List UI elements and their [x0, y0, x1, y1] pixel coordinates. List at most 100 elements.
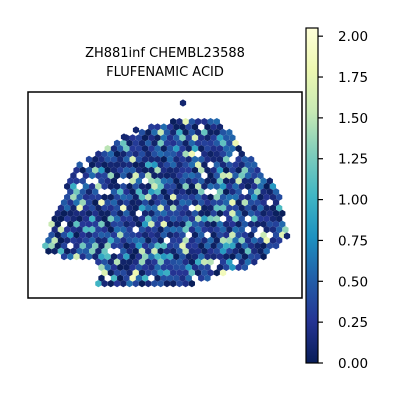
- hexbin-cell: [210, 220, 217, 228]
- hexbin-cell: [207, 247, 214, 255]
- hexbin-cell: [179, 134, 186, 142]
- hexbin-cell: [154, 274, 161, 282]
- hexbin-cell: [129, 231, 136, 239]
- hexbin-cell: [123, 274, 130, 282]
- hexbin-cell: [113, 215, 121, 223]
- hexbin-cell: [219, 258, 227, 266]
- hexbin-cell: [198, 155, 205, 163]
- hexbin-cell: [263, 193, 270, 201]
- hexbin-cell: [120, 133, 128, 141]
- hexbin-cell: [145, 193, 152, 201]
- hexbin-cell: [70, 172, 77, 180]
- hexbin-cell: [95, 280, 102, 288]
- hexbin-cell: [145, 269, 152, 277]
- hexbin-cell: [173, 199, 180, 207]
- hexbin-cell: [73, 166, 80, 174]
- hexbin-cell: [60, 253, 68, 261]
- hexbin-cell: [132, 126, 140, 134]
- hexbin-cell: [160, 274, 167, 282]
- hexbin-cell: [148, 231, 155, 239]
- hexbin-cell: [201, 182, 208, 190]
- hexbin-cell: [117, 253, 124, 261]
- hexbin-cell: [107, 269, 114, 277]
- hexbin-cell: [182, 236, 189, 244]
- hexbin-cell: [213, 139, 220, 147]
- hexbin-cell: [85, 242, 93, 250]
- hexbin-cell: [198, 199, 205, 207]
- hexbin-cell: [238, 236, 245, 244]
- hexbin-cell: [188, 236, 195, 244]
- hexbin-cell: [151, 226, 158, 234]
- hexbin-cell: [126, 193, 133, 201]
- hexbin-cell: [64, 204, 71, 212]
- hexbin-cell: [163, 226, 171, 234]
- hexbin-cell: [204, 155, 211, 163]
- hexbin-cell: [123, 242, 130, 250]
- hexbin-cell: [173, 263, 180, 271]
- hexbin-cell: [241, 199, 248, 207]
- hexbin-cell: [57, 204, 65, 212]
- hexbin-cell: [204, 134, 211, 142]
- hexbin-cell: [257, 172, 264, 180]
- hexbin-cell: [185, 123, 192, 131]
- hexbin-cell: [95, 215, 102, 223]
- hexbin-cell: [145, 226, 152, 234]
- hexbin-cell: [210, 242, 217, 250]
- hexbin-cell: [126, 139, 133, 147]
- hexbin-cell: [73, 242, 80, 250]
- hexbin-cell: [126, 258, 133, 266]
- hexbin-cell: [241, 209, 248, 217]
- hexbin-cell: [138, 269, 146, 277]
- hexbin-cell: [176, 204, 183, 212]
- hexbin-cell: [191, 134, 199, 142]
- hexbin-cell: [229, 263, 236, 271]
- hexbin-cell: [76, 215, 83, 223]
- hexbin-cell: [244, 193, 252, 201]
- hexbin-cell: [154, 231, 161, 239]
- hexbin-cell: [204, 253, 211, 261]
- hexbin-cell: [207, 258, 214, 266]
- hexbin-cell: [92, 166, 99, 174]
- hexbin-cell: [129, 199, 136, 207]
- hexbin-cell: [226, 128, 233, 136]
- hexbin-cell: [154, 263, 161, 271]
- hexbin-cell: [142, 199, 149, 207]
- hexbin-cell: [67, 188, 74, 196]
- hexbin-cell: [117, 155, 124, 163]
- hexbin-cell: [182, 269, 189, 277]
- hexbin-cell: [113, 161, 121, 169]
- hexbin-cell: [120, 204, 127, 212]
- hexbin-cell: [170, 236, 177, 244]
- hexbin-cell: [101, 150, 108, 158]
- hexbin-cell: [151, 236, 158, 244]
- hexbin-cell: [132, 215, 139, 223]
- hexbin-cell: [129, 145, 136, 153]
- hexbin-cell: [257, 193, 264, 201]
- hexbin-cell: [216, 263, 224, 271]
- hexbin-cell: [138, 258, 146, 266]
- hexbin-cell: [179, 199, 186, 207]
- hexbin-cell: [92, 253, 99, 261]
- hexbin-cell: [166, 177, 174, 185]
- hexbin-cell: [176, 193, 183, 201]
- hexbin-cell: [207, 182, 214, 190]
- colorbar-tick-label: 2.00: [338, 29, 368, 45]
- hexbin-cell: [107, 150, 114, 158]
- hexbin-cell: [185, 274, 192, 282]
- hexbin-cell: [182, 247, 189, 255]
- hexbin-cell: [151, 128, 158, 136]
- hexbin-cell: [182, 182, 189, 190]
- hexbin-cell: [157, 204, 164, 212]
- hexbin-cell: [266, 177, 273, 185]
- hexbin-cell: [210, 145, 217, 153]
- hexbin-cell: [198, 134, 205, 142]
- hexbin-cell: [191, 166, 199, 174]
- hexbin-cell: [98, 253, 105, 261]
- hexbin-cell: [138, 215, 146, 223]
- hexbin-cell: [195, 247, 202, 255]
- hexbin-cell: [251, 182, 258, 190]
- hexbin-cell: [157, 226, 164, 234]
- hexbin-cell: [163, 204, 171, 212]
- hexbin-cell: [213, 128, 220, 136]
- hexbin-cell: [138, 193, 146, 201]
